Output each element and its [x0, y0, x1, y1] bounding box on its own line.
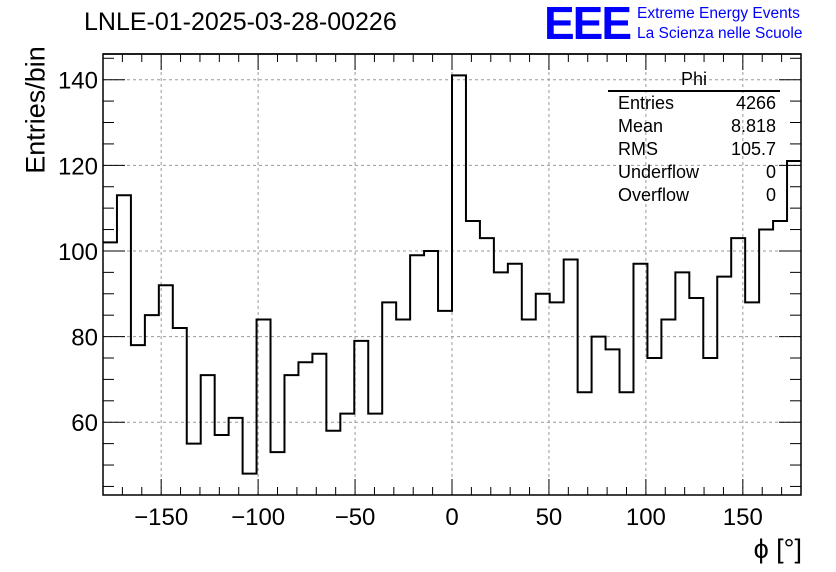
- histogram-bin: [717, 277, 731, 495]
- x-tick-label: −50: [335, 504, 376, 531]
- stat-value: 0: [765, 185, 776, 205]
- y-tick-label: 100: [58, 239, 98, 266]
- histogram-bin: [284, 375, 298, 495]
- histogram-bin: [215, 435, 229, 495]
- histogram-bin: [131, 345, 145, 495]
- histogram-bin: [759, 230, 773, 495]
- histogram-bin: [745, 302, 759, 495]
- histogram-bin: [787, 161, 801, 495]
- stat-row-rms: RMS 105.7: [608, 138, 780, 161]
- histogram-bin: [187, 444, 201, 495]
- histogram-bin: [773, 221, 787, 495]
- histogram-bin: [410, 255, 424, 495]
- histogram-bin: [592, 337, 606, 495]
- histogram-bin: [703, 358, 717, 495]
- histogram-bin: [494, 272, 508, 495]
- histogram-bin: [536, 294, 550, 495]
- stat-value: 4266: [735, 93, 776, 113]
- y-tick-label: 140: [58, 68, 98, 95]
- histogram-bin: [396, 319, 410, 495]
- stats-box: Phi Entries 4266 Mean 8.818 RMS 105.7 Un…: [608, 68, 780, 207]
- histogram-bin: [354, 341, 368, 495]
- stat-label: Underflow: [618, 162, 700, 182]
- histogram-bin: [466, 221, 480, 495]
- histogram-bin: [480, 238, 494, 495]
- histogram-bin: [452, 75, 466, 495]
- histogram-bin: [271, 452, 285, 495]
- stat-value: 0: [765, 162, 776, 182]
- stat-row-underflow: Underflow 0: [608, 161, 780, 184]
- histogram-bin: [382, 302, 396, 495]
- histogram-bin: [424, 251, 438, 495]
- stat-label: Mean: [618, 116, 664, 136]
- x-axis-label: ϕ [°]: [753, 534, 802, 564]
- histogram-bin: [368, 414, 382, 495]
- stat-row-overflow: Overflow 0: [608, 184, 780, 207]
- logo-line-1: Extreme Energy Events: [637, 5, 800, 22]
- logo-line-2: La Scienza nelle Scuole: [637, 25, 803, 42]
- stat-value: 105.7: [730, 139, 776, 159]
- histogram-bin: [550, 302, 564, 495]
- histogram-bin: [326, 431, 340, 495]
- histogram-bin: [675, 272, 689, 495]
- histogram-bin: [633, 264, 647, 495]
- stat-value: 8.818: [730, 116, 776, 136]
- x-tick-label: −150: [134, 504, 188, 531]
- plot-title: LNLE-01-2025-03-28-00226: [84, 8, 397, 36]
- histogram-bin: [689, 298, 703, 495]
- y-tick-label: 80: [71, 325, 98, 352]
- histogram-bin: [620, 392, 634, 495]
- stat-label: Overflow: [618, 185, 690, 205]
- histogram-bin: [173, 328, 187, 495]
- histogram-bin: [298, 362, 312, 495]
- histogram-bin: [647, 358, 661, 495]
- stat-label: RMS: [618, 139, 658, 159]
- x-tick-label: 150: [723, 504, 763, 531]
- logo-mark: EEE: [544, 0, 632, 49]
- histogram-bin: [661, 319, 675, 495]
- histogram-bin: [731, 238, 745, 495]
- histogram-bin: [578, 392, 592, 495]
- histogram-bin: [438, 311, 452, 495]
- histogram-bin: [606, 349, 620, 495]
- histogram-bin: [117, 195, 131, 495]
- stat-row-mean: Mean 8.818: [608, 115, 780, 138]
- histogram-bin: [508, 264, 522, 495]
- x-tick-label: 50: [536, 504, 563, 531]
- stat-row-entries: Entries 4266: [608, 92, 780, 115]
- stats-title: Phi: [608, 68, 780, 92]
- histogram-bin: [145, 315, 159, 495]
- histogram-bin: [243, 474, 257, 495]
- x-tick-label: −100: [231, 504, 285, 531]
- x-tick-label: 100: [626, 504, 666, 531]
- histogram-bin: [201, 375, 215, 495]
- histogram-bin: [229, 418, 243, 495]
- stat-label: Entries: [618, 93, 675, 113]
- histogram-bin: [564, 260, 578, 495]
- y-axis-label: Entries/bin: [20, 46, 51, 174]
- histogram-bin: [340, 414, 354, 495]
- x-tick-label: 0: [445, 504, 458, 531]
- y-tick-label: 120: [58, 153, 98, 180]
- histogram-bin: [522, 319, 536, 495]
- overflow-mask: [102, 0, 802, 53]
- histogram-bin: [257, 319, 271, 495]
- histogram-line: [103, 74, 801, 475]
- histogram-bin: [312, 354, 326, 495]
- y-tick-label: 60: [71, 410, 98, 437]
- histogram-bin: [103, 242, 117, 495]
- histogram-bin: [159, 285, 173, 495]
